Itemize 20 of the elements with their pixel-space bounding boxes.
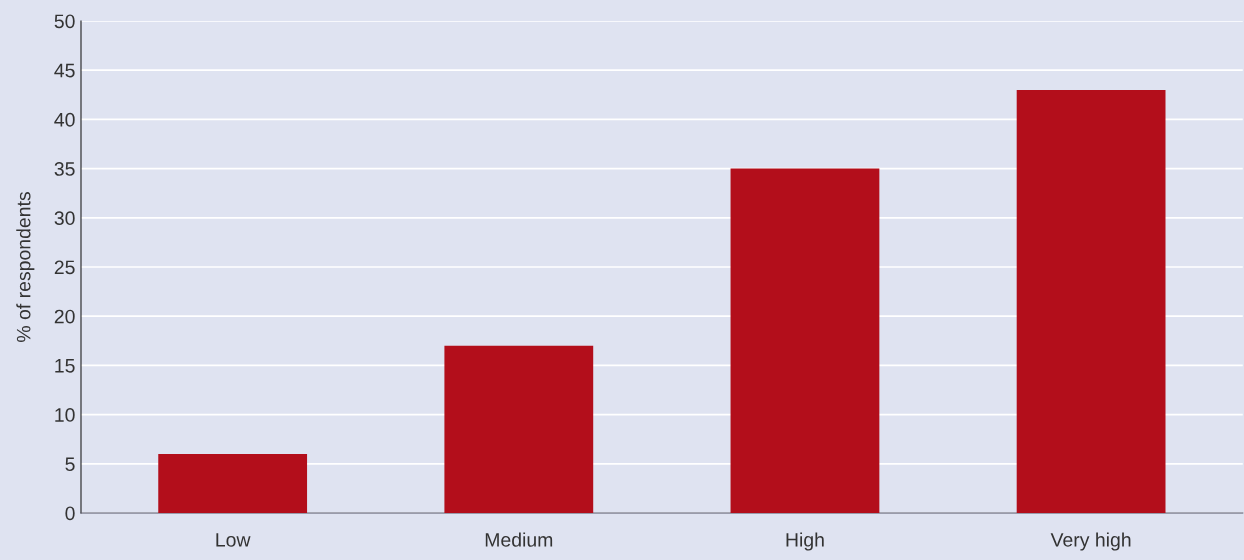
- x-tick-label: Medium: [485, 532, 553, 547]
- y-tick-label: 15: [55, 359, 75, 373]
- y-tick-label: 0: [65, 506, 75, 521]
- y-tick-label: 40: [54, 112, 75, 127]
- y-tick-label: 30: [54, 211, 75, 226]
- y-tick-label: 10: [55, 408, 75, 422]
- y-axis-title: % of respondents: [16, 192, 35, 342]
- y-tick-label: 45: [54, 63, 75, 78]
- x-tick-label: Low: [216, 533, 251, 547]
- x-tick-label: Very high: [1050, 532, 1131, 551]
- y-tick-label: 35: [54, 162, 75, 176]
- bar: [158, 453, 308, 513]
- y-tick-label: 5: [65, 457, 75, 472]
- bar: [730, 168, 880, 513]
- y-tick-label: 20: [54, 309, 75, 324]
- y-tick-label: 25: [54, 260, 75, 275]
- bar: [444, 345, 594, 513]
- y-tick-label: 50: [54, 14, 75, 29]
- x-tick-label: High: [786, 532, 824, 551]
- bar: [1016, 89, 1166, 513]
